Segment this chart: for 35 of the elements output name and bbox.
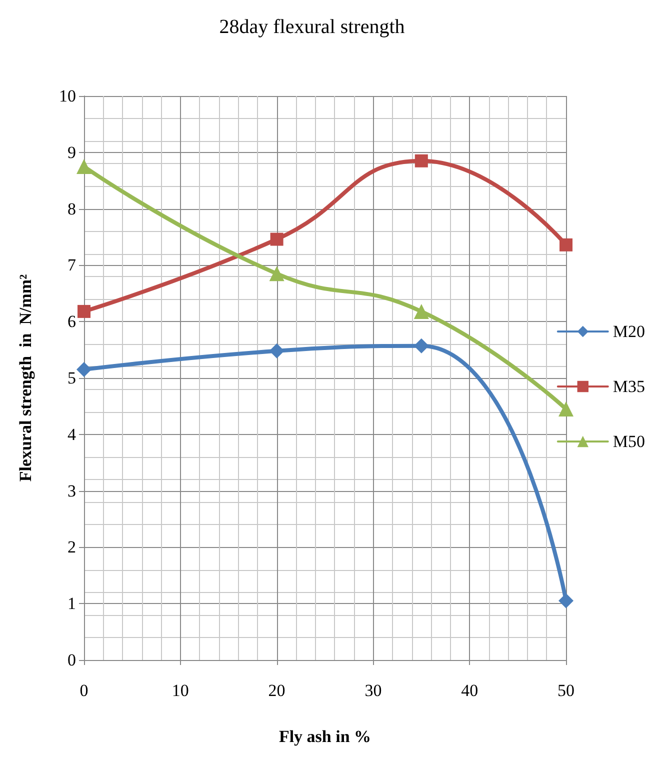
point: [558, 402, 574, 417]
point: [560, 238, 572, 252]
x-tick-label: 10: [172, 681, 189, 700]
y-tick-label: 0: [68, 650, 76, 670]
point: [270, 232, 284, 246]
point: [414, 154, 428, 168]
point: [76, 159, 92, 174]
y-tick-label: 7: [68, 256, 76, 275]
point: [558, 593, 574, 608]
x-tick-label: 0: [80, 681, 88, 700]
point: [78, 304, 90, 318]
x-tick-label: 20: [268, 681, 286, 700]
point: [414, 304, 429, 319]
point: [269, 266, 284, 282]
y-tick-label: 3: [68, 481, 76, 500]
y-tick-label: 8: [68, 199, 76, 218]
y-tick-label: 4: [68, 424, 76, 444]
x-tick-label: 40: [461, 681, 478, 700]
x-tick-label: 30: [364, 681, 382, 700]
legend-label: M20: [612, 322, 646, 341]
y-tick-label: 2: [68, 538, 76, 557]
y-tick-label: 10: [59, 86, 76, 106]
legend-label: M50: [612, 432, 646, 451]
point: [269, 343, 284, 358]
point: [76, 362, 92, 378]
x-axis-title: Fly ash in %: [278, 727, 372, 746]
y-axis-title: Flexural strength in N/mm²: [16, 274, 35, 482]
y-tick-label: 9: [68, 142, 76, 162]
y-tick-label: 1: [68, 594, 76, 614]
y-tick-label: 6: [68, 312, 76, 332]
chart-title: 28day flexural strength: [219, 16, 405, 38]
legend-label: M35: [612, 377, 646, 396]
point: [414, 338, 429, 354]
x-tick-label: 50: [558, 681, 574, 700]
y-tick-label: 5: [68, 368, 76, 388]
